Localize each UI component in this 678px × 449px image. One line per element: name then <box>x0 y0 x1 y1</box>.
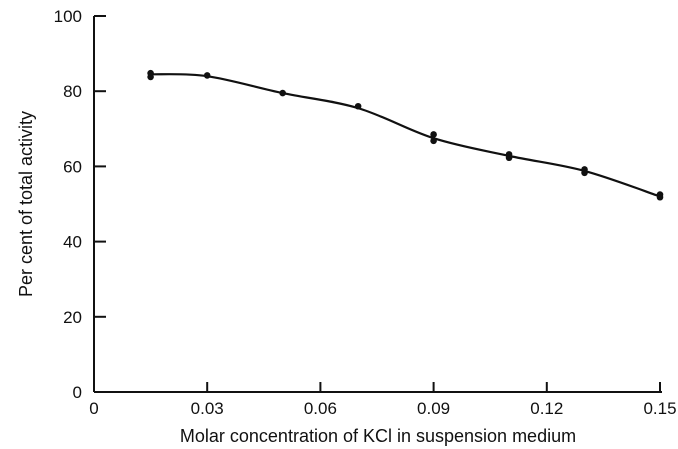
fitted-curve <box>151 74 660 196</box>
y-tick-label: 60 <box>63 157 82 176</box>
x-tick-label: 0.15 <box>643 399 676 418</box>
data-point <box>355 103 362 110</box>
data-point <box>657 194 664 201</box>
y-axis-title: Per cent of total activity <box>16 111 36 297</box>
x-tick-label: 0.03 <box>191 399 224 418</box>
y-ticks: 0 20 40 60 80 100 <box>54 7 106 402</box>
y-tick-label: 80 <box>63 82 82 101</box>
data-point <box>147 74 154 81</box>
data-point <box>581 169 588 176</box>
y-tick-label: 100 <box>54 7 82 26</box>
axes <box>94 16 662 392</box>
y-tick-label: 20 <box>63 308 82 327</box>
x-tick-label: 0.12 <box>530 399 563 418</box>
data-point <box>506 154 513 161</box>
data-point <box>279 90 286 97</box>
data-point <box>430 131 437 138</box>
y-tick-label: 40 <box>63 233 82 252</box>
x-axis-title: Molar concentration of KCl in suspension… <box>180 426 576 446</box>
y-tick-label: 0 <box>73 383 82 402</box>
x-tick-label: 0.06 <box>304 399 337 418</box>
x-ticks: 0 0.03 0.06 0.09 0.12 0.15 <box>89 382 676 418</box>
x-tick-label: 0.09 <box>417 399 450 418</box>
data-point <box>204 72 211 79</box>
data-point <box>430 138 437 145</box>
x-tick-label: 0 <box>89 399 98 418</box>
data-points <box>147 70 663 201</box>
